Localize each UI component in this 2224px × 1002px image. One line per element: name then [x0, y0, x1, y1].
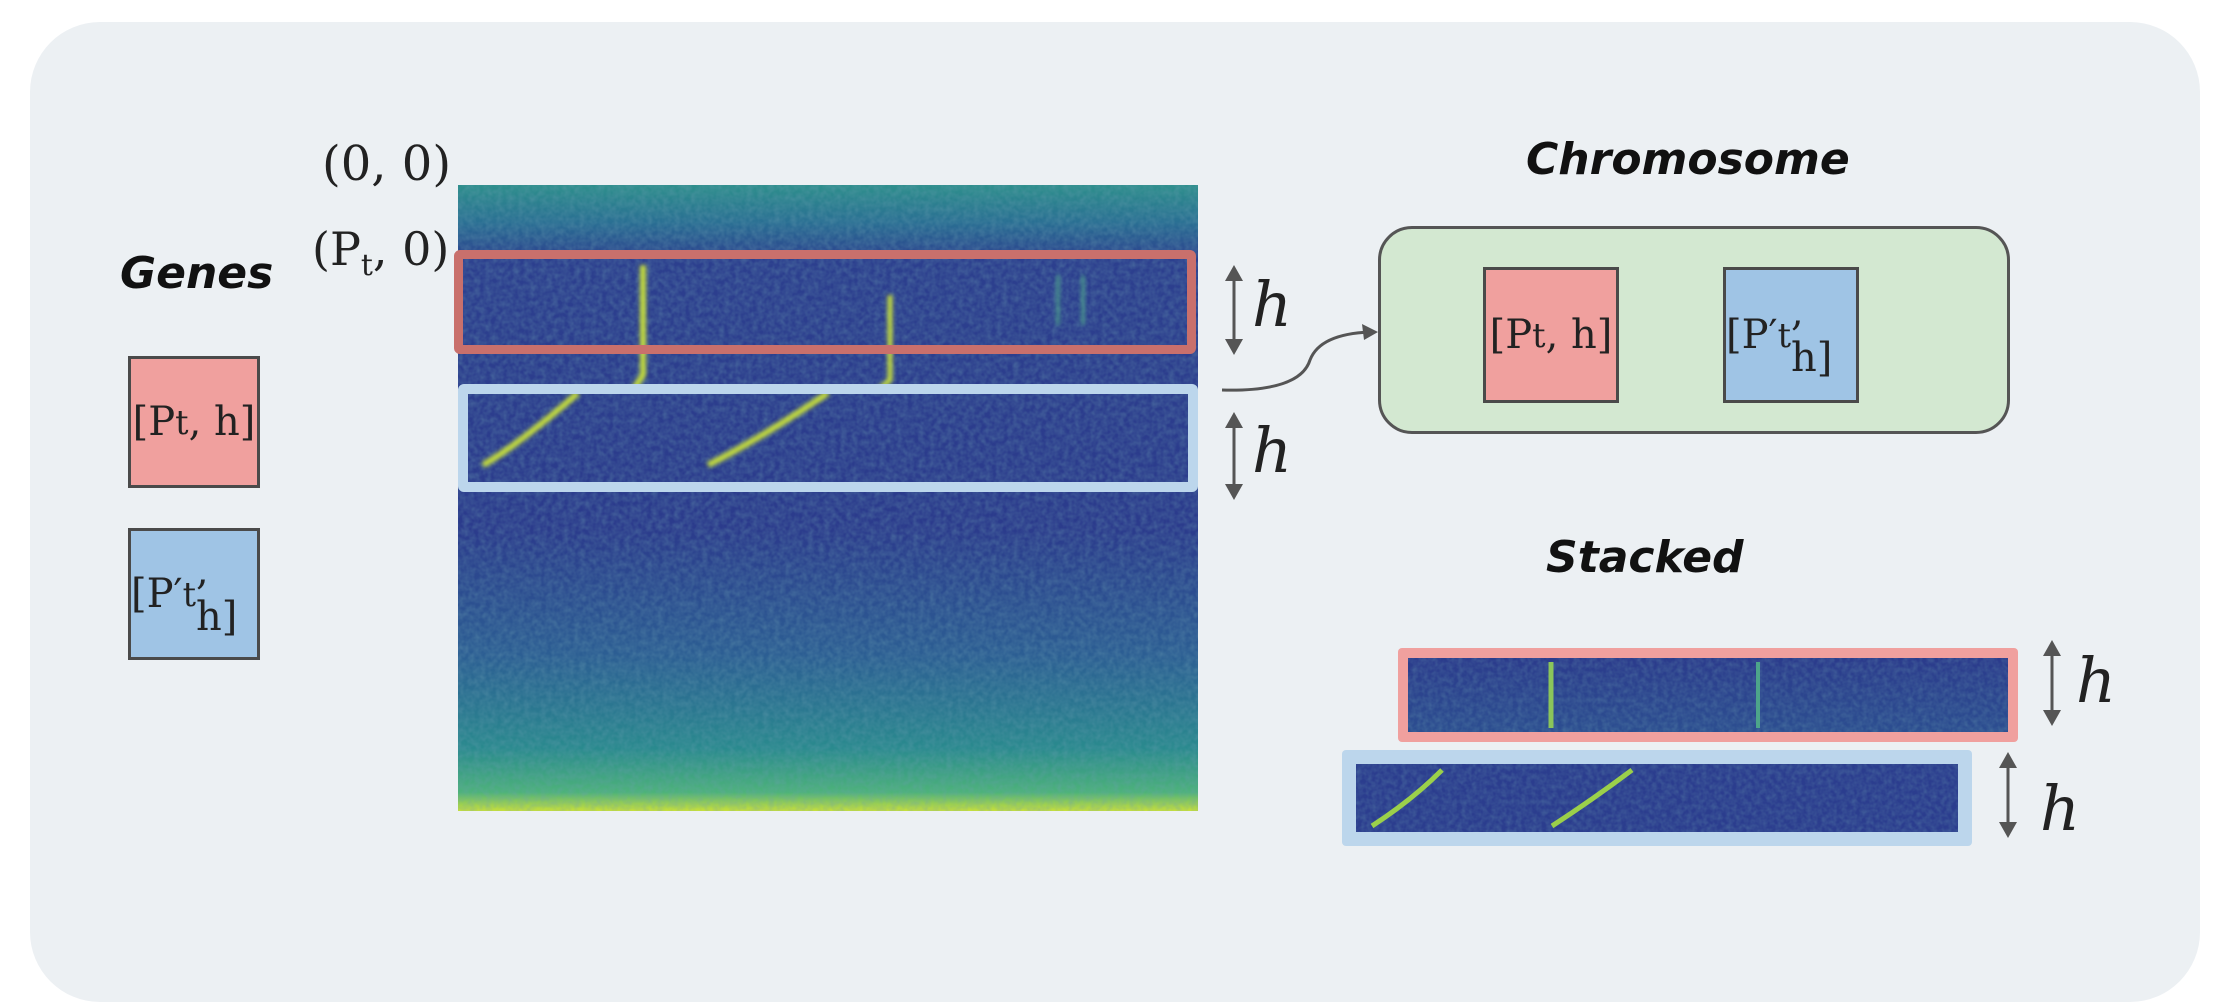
- h-label: h: [2040, 772, 2080, 845]
- h-label: h: [1252, 414, 1292, 487]
- gene-blue-box: [P′ t, h]: [128, 528, 260, 660]
- chromosome-gene-red: [P t, h]: [1483, 267, 1619, 403]
- chromosome-title: Chromosome: [1526, 134, 1850, 185]
- double-arrow-icon: [1225, 412, 1243, 500]
- double-arrow-icon: [1999, 752, 2017, 838]
- curved-arrow-icon: [1221, 324, 1378, 392]
- stacked-title: Stacked: [1546, 532, 1744, 583]
- chromosome-gene-blue: [P′ t, h]: [1723, 267, 1859, 403]
- chromosome-box: [P t, h] [P′ t, h]: [1378, 226, 2010, 434]
- double-arrow-icon: [1225, 265, 1243, 355]
- origin-label: (0, 0): [322, 136, 452, 192]
- stacked-strip-red: [1398, 648, 2018, 742]
- h-label: h: [2076, 644, 2116, 717]
- gene-red-box: [P t, h]: [128, 356, 260, 488]
- h-label: h: [1252, 268, 1292, 341]
- stacked-strip-blue: [1342, 750, 1972, 846]
- blue-selection-box: [458, 384, 1198, 492]
- offset-label: (Pt, 0): [312, 222, 450, 284]
- double-arrow-icon: [2043, 640, 2061, 726]
- red-selection-box: [454, 250, 1196, 354]
- genes-title: Genes: [120, 248, 274, 299]
- spectrogram: [458, 185, 1198, 811]
